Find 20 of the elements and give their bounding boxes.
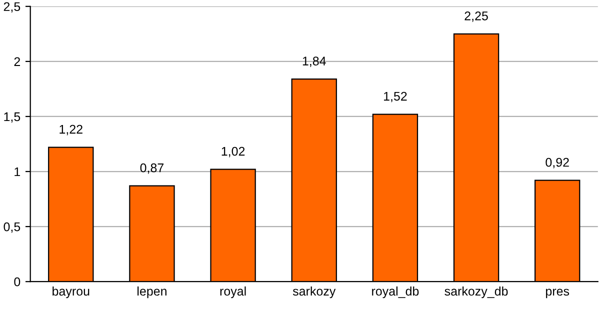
x-tick-label: pres [546, 288, 570, 298]
y-tick-label: 0,5 [4, 222, 20, 233]
y-tick-label: 1,5 [4, 112, 20, 123]
data-label: 1,22 [60, 124, 82, 136]
y-tick-label: 1 [14, 167, 20, 176]
data-label: 1,52 [384, 92, 407, 102]
data-label: 2,25 [464, 11, 488, 22]
data-label: 1,84 [302, 56, 326, 67]
y-tick-label: 2,5 [4, 2, 20, 13]
x-tick-label: royal [220, 286, 246, 298]
x-tick-label: sarkozy_db [444, 286, 508, 298]
data-label: 0,87 [140, 163, 164, 174]
x-tick-label: bayrou [52, 286, 90, 298]
y-tick-label: 0 [14, 277, 20, 286]
x-tick-label: royal_db [372, 286, 419, 298]
x-tick-label: lepen [138, 286, 166, 298]
x-tick-label: sarkozy [292, 286, 336, 298]
data-label: 0,92 [546, 158, 569, 168]
y-tick-label: 2 [14, 57, 20, 66]
data-label: 1,02 [222, 146, 245, 158]
